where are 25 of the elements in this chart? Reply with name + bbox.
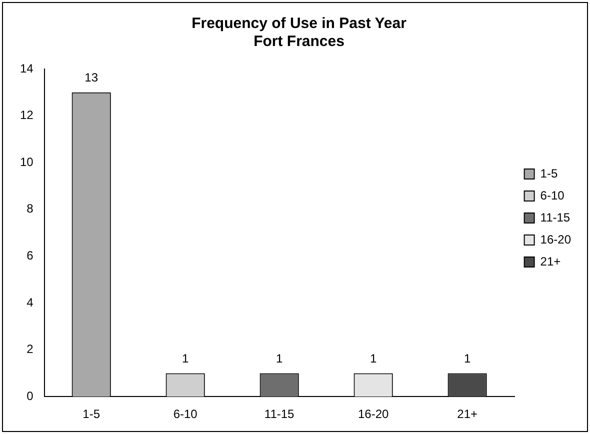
data-label: 13 — [84, 70, 98, 85]
x-tick-label: 21+ — [457, 407, 478, 422]
x-tick-label: 1-5 — [82, 407, 100, 422]
x-tick-label: 6-10 — [173, 407, 198, 422]
legend-label: 21+ — [540, 254, 561, 268]
chart-title: Frequency of Use in Past Year — [192, 15, 407, 32]
legend-label: 6-10 — [540, 188, 565, 202]
legend-label: 1-5 — [540, 166, 558, 180]
data-label: 1 — [276, 352, 283, 366]
y-tick-label: 4 — [26, 295, 34, 310]
y-tick-label: 6 — [26, 248, 34, 263]
data-label: 1 — [464, 352, 471, 366]
data-label: 1 — [370, 352, 377, 366]
data-label: 1 — [182, 352, 189, 366]
y-tick-label: 0 — [26, 388, 34, 403]
y-tick-label: 10 — [20, 154, 34, 169]
y-tick-label: 12 — [20, 108, 34, 122]
chart-subtitle: Fort Frances — [254, 33, 344, 50]
y-tick-label: 14 — [20, 61, 34, 76]
y-tick-label: 8 — [26, 202, 34, 216]
y-tick-label: 2 — [26, 342, 34, 356]
legend-label: 16-20 — [540, 232, 572, 246]
x-tick-label: 16-20 — [358, 407, 389, 422]
x-tick-label: 11-15 — [264, 407, 295, 422]
legend-label: 11-15 — [540, 210, 570, 224]
